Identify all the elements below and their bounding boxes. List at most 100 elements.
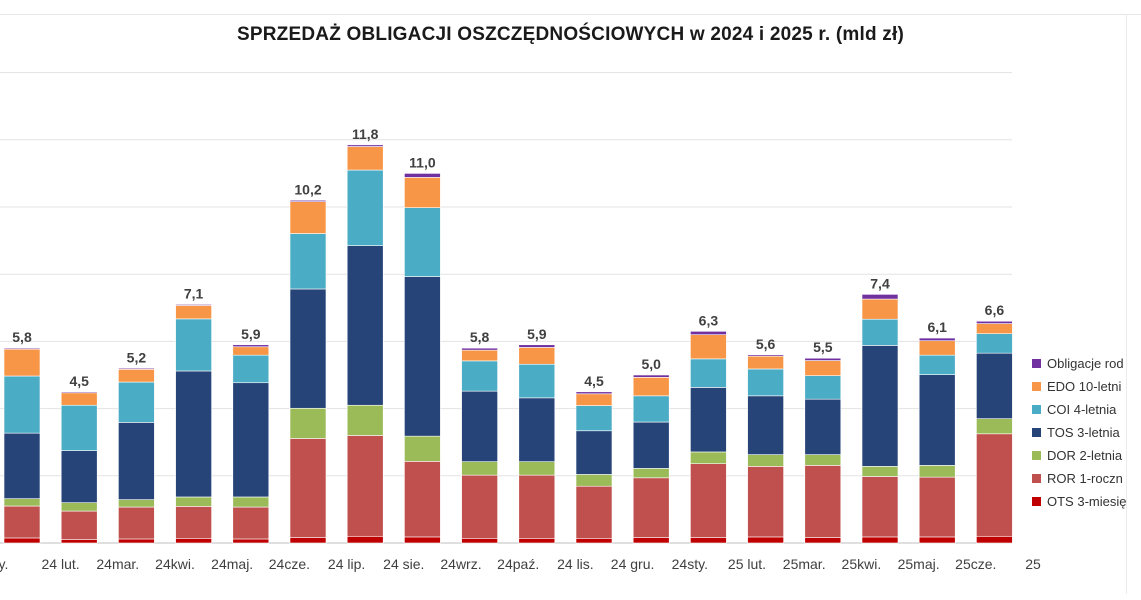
bar-segment bbox=[918, 536, 956, 544]
total-label: 11,0 bbox=[409, 154, 436, 170]
chart-title: SPRZEDAŻ OBLIGACJI OSZCZĘDNOŚCIOWYCH w 2… bbox=[237, 24, 904, 45]
bar-segment bbox=[118, 506, 155, 540]
total-label: 6,6 bbox=[985, 302, 1005, 318]
bar-segment bbox=[632, 374, 670, 378]
bar-segment bbox=[690, 334, 727, 360]
x-tick-label: 25cze. bbox=[955, 556, 996, 572]
bar-segment bbox=[861, 318, 899, 346]
bar-segment bbox=[575, 474, 613, 487]
legend-label: COI 4-letnia bbox=[1047, 402, 1117, 417]
bar-segment bbox=[575, 430, 613, 475]
bar-segment bbox=[804, 537, 842, 544]
bar-segment bbox=[60, 404, 98, 451]
bar-segment bbox=[3, 498, 41, 507]
x-tick-label: 25maj. bbox=[898, 556, 940, 572]
bar-segment bbox=[289, 199, 327, 202]
bar-segment bbox=[118, 368, 155, 383]
bar-segment bbox=[461, 474, 498, 539]
bar-segment bbox=[690, 451, 727, 465]
bar-segment bbox=[232, 538, 270, 544]
legend-item: DOR 2-letnia bbox=[1032, 444, 1126, 467]
x-tick-label: 24wrz. bbox=[440, 556, 481, 572]
bar-segment bbox=[690, 537, 727, 544]
bar-segment bbox=[747, 354, 784, 357]
bar-segment bbox=[747, 395, 784, 455]
bar-segment bbox=[861, 345, 899, 467]
x-tick-label: 24 lut. bbox=[42, 556, 80, 572]
bar-segment bbox=[632, 468, 670, 479]
bar-segment bbox=[861, 476, 899, 538]
bar-segment bbox=[575, 485, 613, 539]
bar-segment bbox=[175, 506, 212, 539]
bar-segment bbox=[3, 347, 41, 350]
bar-segment bbox=[518, 344, 556, 348]
total-label: 5,0 bbox=[641, 356, 661, 372]
bar-segment bbox=[518, 363, 556, 399]
bar-segment bbox=[232, 344, 270, 348]
bar-segment bbox=[3, 505, 41, 539]
bar-segment bbox=[289, 407, 327, 439]
bar-segment bbox=[60, 450, 98, 503]
bar-segment bbox=[575, 537, 613, 544]
bar-segment bbox=[690, 387, 727, 453]
bar-segment bbox=[518, 537, 556, 544]
bar-segment bbox=[918, 354, 956, 375]
bar-segment bbox=[575, 393, 613, 406]
legend-label: ROR 1-roczn bbox=[1047, 471, 1123, 486]
total-label: 4,5 bbox=[69, 373, 89, 389]
bar-segment bbox=[976, 418, 1013, 435]
x-tick-label: 24sty. bbox=[672, 556, 708, 572]
total-label: 5,8 bbox=[470, 329, 490, 345]
bar-segment bbox=[3, 537, 41, 544]
bar-segment bbox=[976, 333, 1013, 354]
bar-segment bbox=[461, 347, 498, 351]
bar-segment bbox=[404, 276, 441, 437]
bar-segment bbox=[804, 375, 842, 400]
bar-segment bbox=[232, 354, 270, 384]
total-label: 5,5 bbox=[813, 339, 833, 355]
bar-segment bbox=[804, 360, 842, 376]
bar-segment bbox=[3, 375, 41, 434]
x-tick-label: 25 bbox=[1025, 556, 1041, 572]
total-label: 6,3 bbox=[699, 312, 719, 328]
legend-item: EDO 10-letni bbox=[1032, 375, 1126, 398]
x-tick-label: y. bbox=[0, 556, 8, 572]
bar-segment bbox=[346, 435, 384, 537]
bar-segment bbox=[60, 539, 98, 544]
bar-segment bbox=[404, 435, 441, 462]
bar-segment bbox=[289, 288, 327, 409]
bar-segment bbox=[346, 404, 384, 436]
bar-segment bbox=[175, 496, 212, 507]
legend-item: Obligacje rod bbox=[1032, 352, 1126, 375]
bar-segment bbox=[60, 391, 98, 394]
bar-segment bbox=[118, 499, 155, 508]
bar-segment bbox=[175, 305, 212, 320]
bar-segment bbox=[861, 294, 899, 300]
legend-swatch bbox=[1032, 451, 1041, 460]
bar-segment bbox=[118, 381, 155, 423]
bar-segment bbox=[575, 391, 613, 395]
bar-segment bbox=[60, 392, 98, 406]
bar-segment bbox=[747, 355, 784, 370]
bar-segment bbox=[976, 352, 1013, 419]
bar-segment bbox=[976, 433, 1013, 537]
bar-segment bbox=[461, 390, 498, 462]
legend-label: DOR 2-letnia bbox=[1047, 448, 1123, 463]
bar-segment bbox=[3, 348, 41, 377]
bar-segment bbox=[404, 461, 441, 538]
bar-segment bbox=[289, 537, 327, 544]
right-divider bbox=[1126, 14, 1127, 594]
bar-segment bbox=[118, 538, 155, 544]
legend-swatch bbox=[1032, 428, 1041, 437]
bar-segment bbox=[346, 245, 384, 406]
bar-segment bbox=[690, 463, 727, 538]
bar-segment bbox=[346, 535, 384, 544]
bar-segment bbox=[118, 422, 155, 500]
bar-segment bbox=[747, 536, 784, 544]
bar-segment bbox=[346, 169, 384, 246]
total-label: 5,9 bbox=[527, 326, 547, 342]
bar-segment bbox=[175, 537, 212, 544]
bar-segment bbox=[918, 374, 956, 466]
x-tick-label: 24kwi. bbox=[155, 556, 195, 572]
